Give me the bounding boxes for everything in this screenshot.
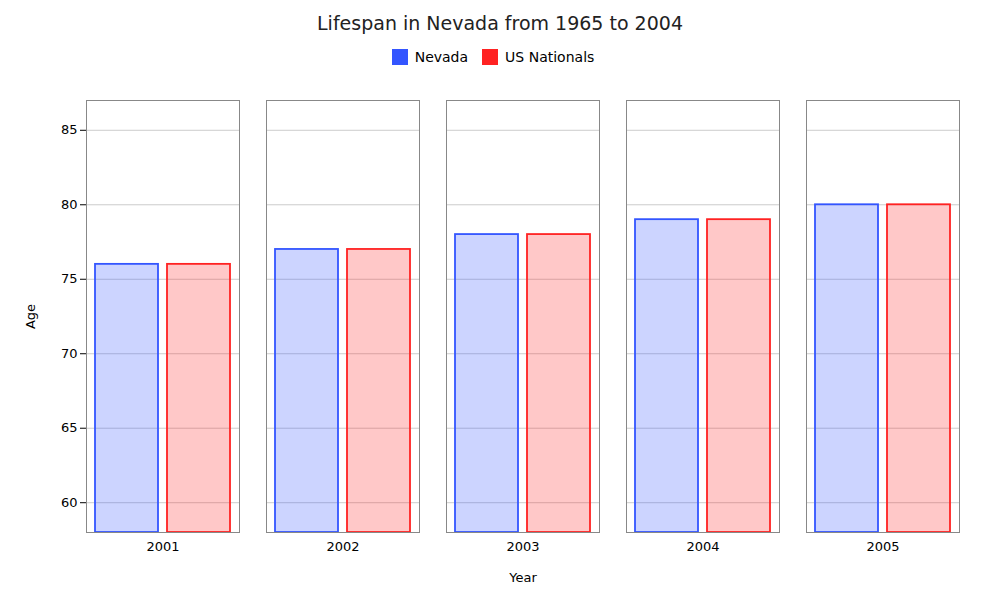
svg-text:2005: 2005 bbox=[866, 539, 899, 554]
svg-text:85: 85 bbox=[61, 122, 78, 137]
svg-text:2003: 2003 bbox=[506, 539, 539, 554]
svg-text:Year: Year bbox=[508, 570, 537, 585]
svg-text:80: 80 bbox=[61, 197, 78, 212]
html-text:US Nationals: US Nationals bbox=[505, 48, 595, 65]
svg-text:2001: 2001 bbox=[146, 539, 179, 554]
svg-text:65: 65 bbox=[61, 420, 78, 435]
svg-text:70: 70 bbox=[61, 346, 78, 361]
svg-text:60: 60 bbox=[61, 495, 78, 510]
html-text:Lifespan in Nevada from 1965 t: Lifespan in Nevada from 1965 to 2004 bbox=[317, 12, 683, 34]
html-text:Nevada: Nevada bbox=[414, 48, 469, 65]
svg-text:75: 75 bbox=[61, 271, 78, 286]
svg-text:Age: Age bbox=[23, 304, 38, 329]
svg-text:2002: 2002 bbox=[326, 539, 359, 554]
svg-text:2004: 2004 bbox=[686, 539, 719, 554]
